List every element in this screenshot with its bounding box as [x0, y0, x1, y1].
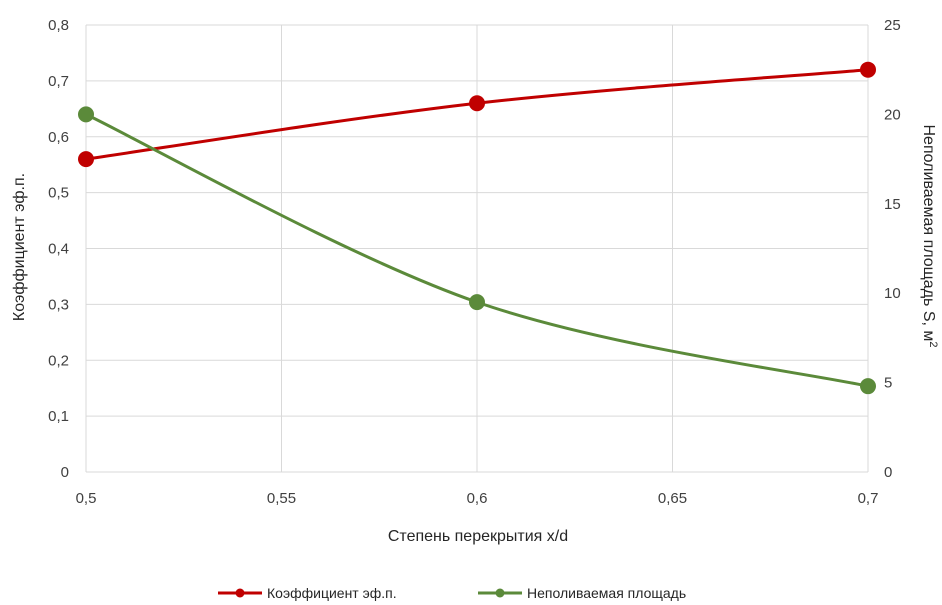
- point-coefficient: [78, 151, 94, 168]
- left-y-tick-label: 0,5: [48, 185, 69, 202]
- legend: Коэффициент эф.п. Неполиваемая площадь: [218, 585, 686, 601]
- left-y-tick-label: 0: [61, 464, 69, 481]
- left-y-tick-labels: 0 0,1 0,2 0,3 0,4 0,5 0,6 0,7 0,8: [48, 17, 69, 481]
- x-tick-label: 0,7: [858, 490, 879, 507]
- x-axis-label: Степень перекрытия x/d: [388, 528, 568, 545]
- right-y-axis-label-main: Неполиваемая площадь S, м: [920, 124, 937, 341]
- point-coefficient: [860, 61, 876, 78]
- left-y-tick-label: 0,4: [48, 241, 69, 258]
- left-y-tick-label: 0,6: [48, 129, 69, 146]
- series-points: [78, 61, 876, 395]
- legend-label: Коэффициент эф.п.: [267, 585, 397, 601]
- right-y-tick-label: 5: [884, 375, 892, 392]
- right-y-tick-label: 10: [884, 285, 901, 302]
- point-unwatered-area: [469, 294, 485, 311]
- point-coefficient: [469, 95, 485, 112]
- right-y-tick-label: 25: [884, 17, 901, 34]
- x-tick-label: 0,5: [76, 490, 97, 507]
- point-unwatered-area: [860, 378, 876, 395]
- left-y-tick-label: 0,1: [48, 408, 69, 425]
- left-y-tick-label: 0,8: [48, 17, 69, 34]
- right-y-tick-labels: 0 5 10 15 20 25: [884, 17, 901, 481]
- point-unwatered-area: [78, 106, 94, 123]
- legend-marker: [495, 588, 505, 598]
- left-y-tick-label: 0,7: [48, 73, 69, 90]
- right-y-axis-label-superscript: 2: [927, 341, 939, 347]
- legend-label: Неполиваемая площадь: [527, 585, 686, 601]
- left-y-axis-label: Коэффициент эф.п.: [11, 173, 28, 321]
- left-y-tick-label: 0,3: [48, 296, 69, 313]
- right-y-axis-label: Неполиваемая площадь S, м2: [920, 124, 939, 347]
- x-tick-label: 0,55: [267, 490, 296, 507]
- left-y-tick-label: 0,2: [48, 352, 69, 369]
- right-y-tick-label: 15: [884, 196, 901, 213]
- x-tick-label: 0,6: [467, 490, 488, 507]
- right-y-tick-label: 0: [884, 464, 892, 481]
- right-y-tick-label: 20: [884, 106, 901, 123]
- x-tick-label: 0,65: [658, 490, 687, 507]
- x-tick-labels: 0,5 0,55 0,6 0,65 0,7: [76, 490, 879, 507]
- legend-marker: [235, 588, 245, 598]
